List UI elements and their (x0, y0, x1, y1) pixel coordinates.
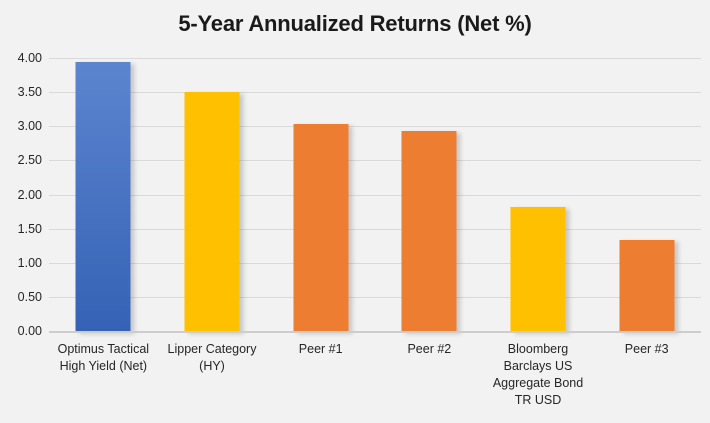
gridline (49, 92, 701, 94)
x-axis-line (49, 331, 701, 333)
x-category-label: Peer #1 (298, 342, 343, 356)
y-tick-label: 1.00 (17, 255, 42, 270)
x-category-label: Peer #2 (407, 342, 452, 356)
y-tick-label: 3.50 (17, 85, 42, 100)
bars-container (49, 59, 701, 332)
bar-slot (49, 59, 158, 332)
bar-slot (375, 59, 484, 332)
chart-title: 5-Year Annualized Returns (Net %) (178, 11, 532, 36)
bar-5 (510, 207, 566, 332)
bar-slot (592, 59, 701, 332)
y-tick-label: 0.50 (17, 289, 42, 304)
gridline (49, 126, 701, 128)
y-tick-label: 2.50 (17, 153, 42, 168)
bar-slot (266, 59, 375, 332)
gridline (49, 58, 701, 59)
x-category-label: Lipper Category (HY) (167, 342, 257, 373)
bar-2 (184, 91, 240, 332)
x-category-label: Peer #3 (624, 342, 669, 356)
bar-slot (484, 59, 593, 332)
y-tick-label: 0.00 (17, 324, 42, 338)
bar-6 (619, 239, 675, 332)
plot-area (49, 58, 701, 333)
gridline (49, 160, 701, 162)
y-tick-label: 3.00 (17, 119, 42, 134)
y-tick-label: 4.00 (17, 51, 42, 65)
y-axis: 0.00 0.50 1.00 1.50 2.00 2.50 3.00 3.50 4.00 (0, 51, 42, 338)
x-axis: Optimus Tactical High Yield (Net) Lipper … (49, 341, 701, 409)
y-tick-label: 2.00 (17, 187, 42, 202)
gridline (49, 194, 701, 196)
bar-3 (293, 123, 349, 332)
gridline (49, 262, 701, 264)
bar-1 (75, 62, 131, 332)
bar-4 (401, 130, 457, 332)
bar-slot (158, 59, 267, 332)
gridline (49, 228, 701, 230)
x-category-label: Optimus Tactical High Yield (Net) (57, 342, 150, 373)
y-tick-label: 1.50 (17, 221, 42, 236)
gridline (49, 296, 701, 298)
x-category-label: Bloomberg Barclays US Aggregate Bond TR … (492, 342, 584, 407)
